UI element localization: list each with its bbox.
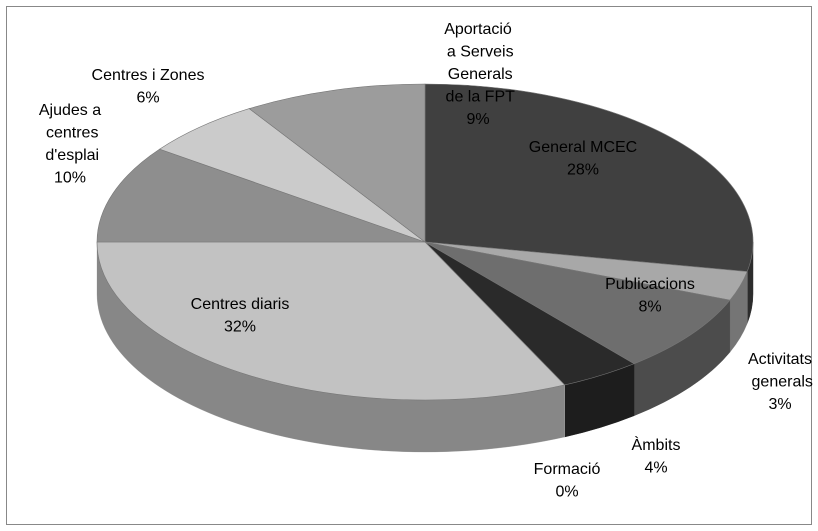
labels: General MCEC 28% Activitats generals 3% Publ… bbox=[39, 21, 813, 501]
slice-label: General MCEC bbox=[529, 139, 637, 156]
slice-value-label: 10% bbox=[54, 170, 86, 187]
slice-side-shade bbox=[634, 300, 730, 416]
slice-value-label: 4% bbox=[644, 460, 667, 477]
slice-value-label: 0% bbox=[555, 484, 578, 501]
slice-side-shade bbox=[729, 271, 748, 353]
slice-side-shade bbox=[747, 242, 753, 324]
slice-side-shade bbox=[97, 242, 565, 453]
slice-label: Centres i Zones bbox=[92, 67, 205, 84]
slice-label: Activitats generals bbox=[747, 351, 813, 391]
slice-label: Publicacions bbox=[605, 276, 695, 293]
slice-value-label: 6% bbox=[136, 90, 159, 107]
slice bbox=[424, 241, 731, 365]
slice-value-label: 28% bbox=[567, 162, 599, 179]
slice bbox=[248, 83, 426, 243]
slice-label: Ajudes a centres d'esplai bbox=[39, 102, 101, 164]
slice-value-label: 8% bbox=[638, 299, 661, 316]
slice bbox=[424, 83, 754, 272]
slice-side-shade bbox=[564, 363, 635, 437]
slice bbox=[96, 148, 426, 243]
pie-sides bbox=[96, 241, 754, 453]
slice-value-label: 32% bbox=[224, 319, 256, 336]
slice-label: Àmbits bbox=[632, 435, 681, 454]
slice-label: Centres diaris bbox=[191, 296, 290, 313]
slice bbox=[158, 108, 426, 243]
slice bbox=[96, 241, 566, 401]
slice-value-label: 9% bbox=[466, 111, 489, 128]
slice-value-label: 3% bbox=[768, 396, 791, 413]
slice-label: Formació bbox=[534, 461, 601, 478]
pie-tops bbox=[96, 83, 754, 401]
slice-label: Aportació a Serveis Generals de la FPT bbox=[441, 21, 515, 106]
